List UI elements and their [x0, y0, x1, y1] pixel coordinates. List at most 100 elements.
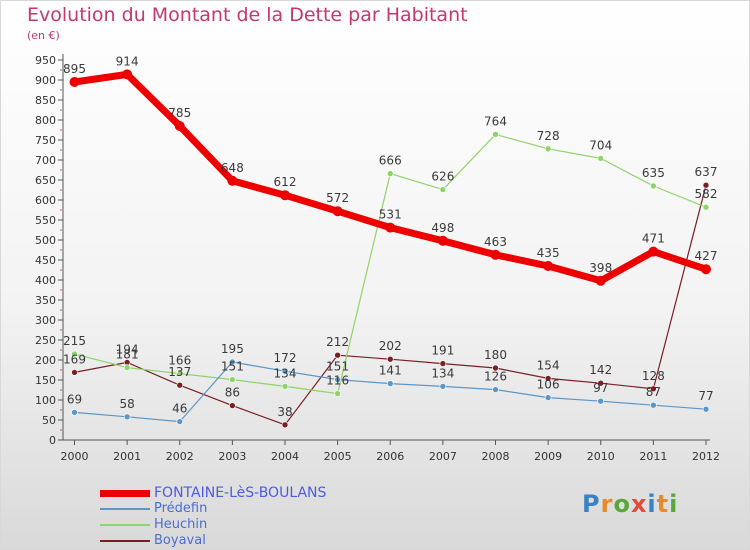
x-tick-label: 2000 [61, 450, 89, 463]
data-point-2 [281, 383, 289, 390]
data-label-0: 398 [589, 261, 612, 275]
data-label-1: 46 [172, 402, 187, 416]
data-label-0: 785 [168, 106, 191, 120]
data-label-1: 106 [537, 378, 560, 392]
data-point-0 [437, 235, 448, 246]
data-label-0: 435 [537, 246, 560, 260]
y-tick-label: 700 [35, 154, 56, 167]
x-tick-label: 2012 [692, 450, 720, 463]
data-label-2: 215 [63, 334, 86, 348]
data-label-1: 58 [119, 397, 134, 411]
data-point-0 [701, 264, 711, 275]
data-label-3: 137 [168, 365, 191, 379]
y-tick-label: 50 [42, 414, 56, 427]
x-tick-label: 2006 [376, 450, 404, 463]
data-label-3: 637 [695, 165, 718, 179]
x-tick-label: 2002 [166, 450, 194, 463]
data-point-3 [597, 379, 605, 387]
data-point-2 [176, 370, 184, 377]
data-point-3 [650, 385, 657, 393]
data-label-1: 134 [431, 366, 454, 380]
data-label-2: 151 [221, 360, 244, 374]
data-point-3 [176, 381, 184, 389]
data-point-3 [544, 375, 552, 382]
x-tick-label: 2004 [271, 450, 299, 463]
data-point-3 [702, 181, 710, 189]
y-tick-label: 450 [35, 254, 56, 267]
data-label-3: 194 [116, 342, 139, 356]
legend-swatch-heuchin [100, 524, 150, 526]
data-point-0 [543, 261, 554, 271]
data-label-2: 116 [326, 374, 349, 388]
data-point-2 [123, 364, 131, 371]
y-tick-label: 250 [35, 334, 56, 347]
data-label-1: 69 [67, 392, 82, 406]
data-label-0: 531 [379, 208, 402, 222]
logo-letter: P [582, 490, 601, 518]
y-tick-label: 950 [35, 54, 56, 67]
y-tick-label: 200 [35, 354, 56, 367]
data-label-3: 169 [63, 352, 86, 366]
y-tick-label: 900 [35, 74, 56, 87]
data-point-2 [702, 203, 710, 211]
y-tick-label: 300 [35, 314, 56, 327]
data-point-2 [229, 376, 236, 383]
data-label-0: 471 [642, 232, 665, 246]
data-label-0: 914 [116, 54, 139, 68]
y-tick-label: 750 [35, 134, 56, 147]
data-point-1 [71, 409, 78, 416]
x-tick-label: 2001 [113, 450, 141, 463]
data-point-1 [281, 367, 289, 375]
legend-swatch-predefin [100, 508, 150, 510]
data-point-2 [492, 131, 499, 138]
data-label-1: 195 [221, 342, 244, 356]
data-label-0: 427 [695, 249, 718, 263]
data-point-3 [386, 355, 394, 363]
data-point-1 [229, 358, 236, 366]
legend-label-heuchin: Heuchin [154, 517, 208, 532]
data-point-3 [439, 360, 447, 367]
data-label-2: 728 [537, 129, 560, 143]
data-point-0 [490, 249, 501, 260]
data-label-2: 134 [274, 366, 297, 380]
data-point-2 [386, 170, 394, 177]
data-point-3 [334, 351, 341, 359]
legend-label-predefin: Prédefin [154, 501, 208, 516]
proxiti-logo: Proxiti [582, 490, 678, 518]
logo-letter: i [647, 490, 657, 518]
legend-swatch-boyaval [100, 540, 150, 542]
data-label-1: 141 [379, 364, 402, 378]
data-point-0 [69, 77, 80, 87]
y-tick-label: 600 [35, 194, 56, 207]
y-tick-label: 650 [35, 174, 56, 187]
y-tick-label: 400 [35, 274, 56, 287]
x-tick-label: 2007 [429, 450, 457, 463]
data-label-3: 86 [225, 386, 240, 400]
y-tick-label: 0 [49, 434, 56, 447]
data-point-3 [71, 369, 78, 376]
data-label-2: 181 [116, 348, 139, 362]
x-tick-label: 2003 [218, 450, 246, 463]
data-point-3 [281, 421, 289, 429]
data-label-2: 764 [484, 114, 507, 128]
logo-letter: r [600, 490, 614, 518]
data-label-2: 635 [642, 166, 665, 180]
x-tick-label: 2005 [324, 450, 352, 463]
data-label-3: 142 [589, 363, 612, 377]
legend-label-fontaine: FONTAINE-LèS-BOULANS [154, 485, 327, 501]
data-label-3: 202 [379, 339, 402, 353]
legend-label-boyaval: Boyaval [154, 533, 206, 548]
data-point-1 [334, 376, 341, 383]
x-tick-label: 2011 [639, 450, 667, 463]
data-point-0 [385, 222, 396, 233]
data-point-1 [702, 405, 710, 413]
data-label-0: 498 [431, 221, 454, 235]
y-tick-label: 800 [35, 114, 56, 127]
data-point-0 [280, 190, 290, 201]
data-point-2 [71, 350, 78, 358]
y-tick-label: 350 [35, 294, 56, 307]
data-point-1 [386, 380, 394, 387]
legend-swatch-fontaine [100, 490, 150, 497]
